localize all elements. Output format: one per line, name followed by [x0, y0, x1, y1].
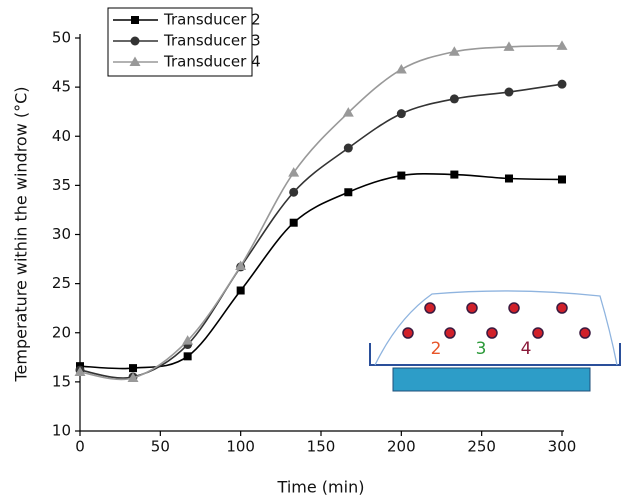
legend-marker — [129, 56, 141, 66]
y-tick-label: 25 — [52, 274, 71, 292]
y-tick-label: 40 — [52, 127, 71, 145]
y-tick-label: 20 — [52, 323, 71, 341]
marker — [557, 79, 567, 89]
inset-tray — [392, 367, 591, 392]
legend-marker — [131, 16, 139, 24]
series — [74, 40, 568, 382]
marker — [504, 87, 514, 97]
series-line — [79, 172, 563, 370]
series-line — [79, 83, 563, 379]
y-tick-label: 30 — [52, 225, 71, 243]
marker — [342, 107, 354, 117]
series — [76, 170, 566, 373]
marker — [395, 63, 407, 74]
inset-sensors — [402, 302, 591, 339]
marker — [503, 41, 515, 51]
marker — [235, 260, 247, 270]
marker — [450, 170, 459, 179]
legend-label: Transducer 4 — [163, 53, 261, 71]
x-tick-label: 50 — [151, 438, 170, 456]
inset-frame — [369, 343, 621, 366]
marker — [397, 171, 406, 180]
y-tick-label: 15 — [52, 372, 71, 390]
marker — [127, 372, 139, 382]
marker — [182, 335, 194, 345]
x-tick-label: 250 — [467, 438, 496, 456]
marker — [289, 187, 299, 197]
inset-label: 3 — [476, 339, 487, 359]
marker — [558, 175, 566, 184]
inset-diagram: 2 3 4 — [369, 290, 621, 392]
y-tick-label: 35 — [52, 176, 71, 194]
x-axis-label: Time (min) — [277, 478, 365, 497]
marker — [344, 188, 353, 197]
marker — [288, 167, 300, 177]
x-tick-label: 150 — [307, 438, 336, 456]
marker — [449, 94, 459, 104]
marker — [556, 40, 568, 50]
inset-label: 2 — [431, 339, 442, 359]
legend-label: Transducer 3 — [163, 32, 261, 50]
legend-marker — [130, 36, 140, 46]
series-line — [79, 45, 563, 381]
y-tick-label: 45 — [52, 78, 71, 96]
y-tick-label: 10 — [52, 422, 71, 440]
y-tick-label: 50 — [52, 29, 71, 47]
marker — [289, 218, 298, 227]
marker — [129, 364, 138, 373]
x-tick-label: 100 — [226, 438, 255, 456]
x-tick-label: 200 — [387, 438, 416, 456]
y-axis-label: Temperature within the windrow (°C) — [12, 86, 31, 382]
x-tick-label: 300 — [548, 438, 577, 456]
x-tick-label: 0 — [75, 438, 85, 456]
marker — [343, 143, 353, 153]
marker — [74, 366, 86, 377]
legend-label: Transducer 2 — [163, 11, 261, 29]
inset-pile — [374, 290, 618, 366]
inset-label: 4 — [521, 339, 532, 359]
legend: Transducer 2 Transducer 3 Transducer 4 — [107, 7, 261, 77]
marker — [448, 46, 460, 56]
marker — [396, 109, 406, 119]
marker — [236, 286, 245, 295]
marker — [504, 174, 513, 183]
marker — [183, 352, 192, 361]
